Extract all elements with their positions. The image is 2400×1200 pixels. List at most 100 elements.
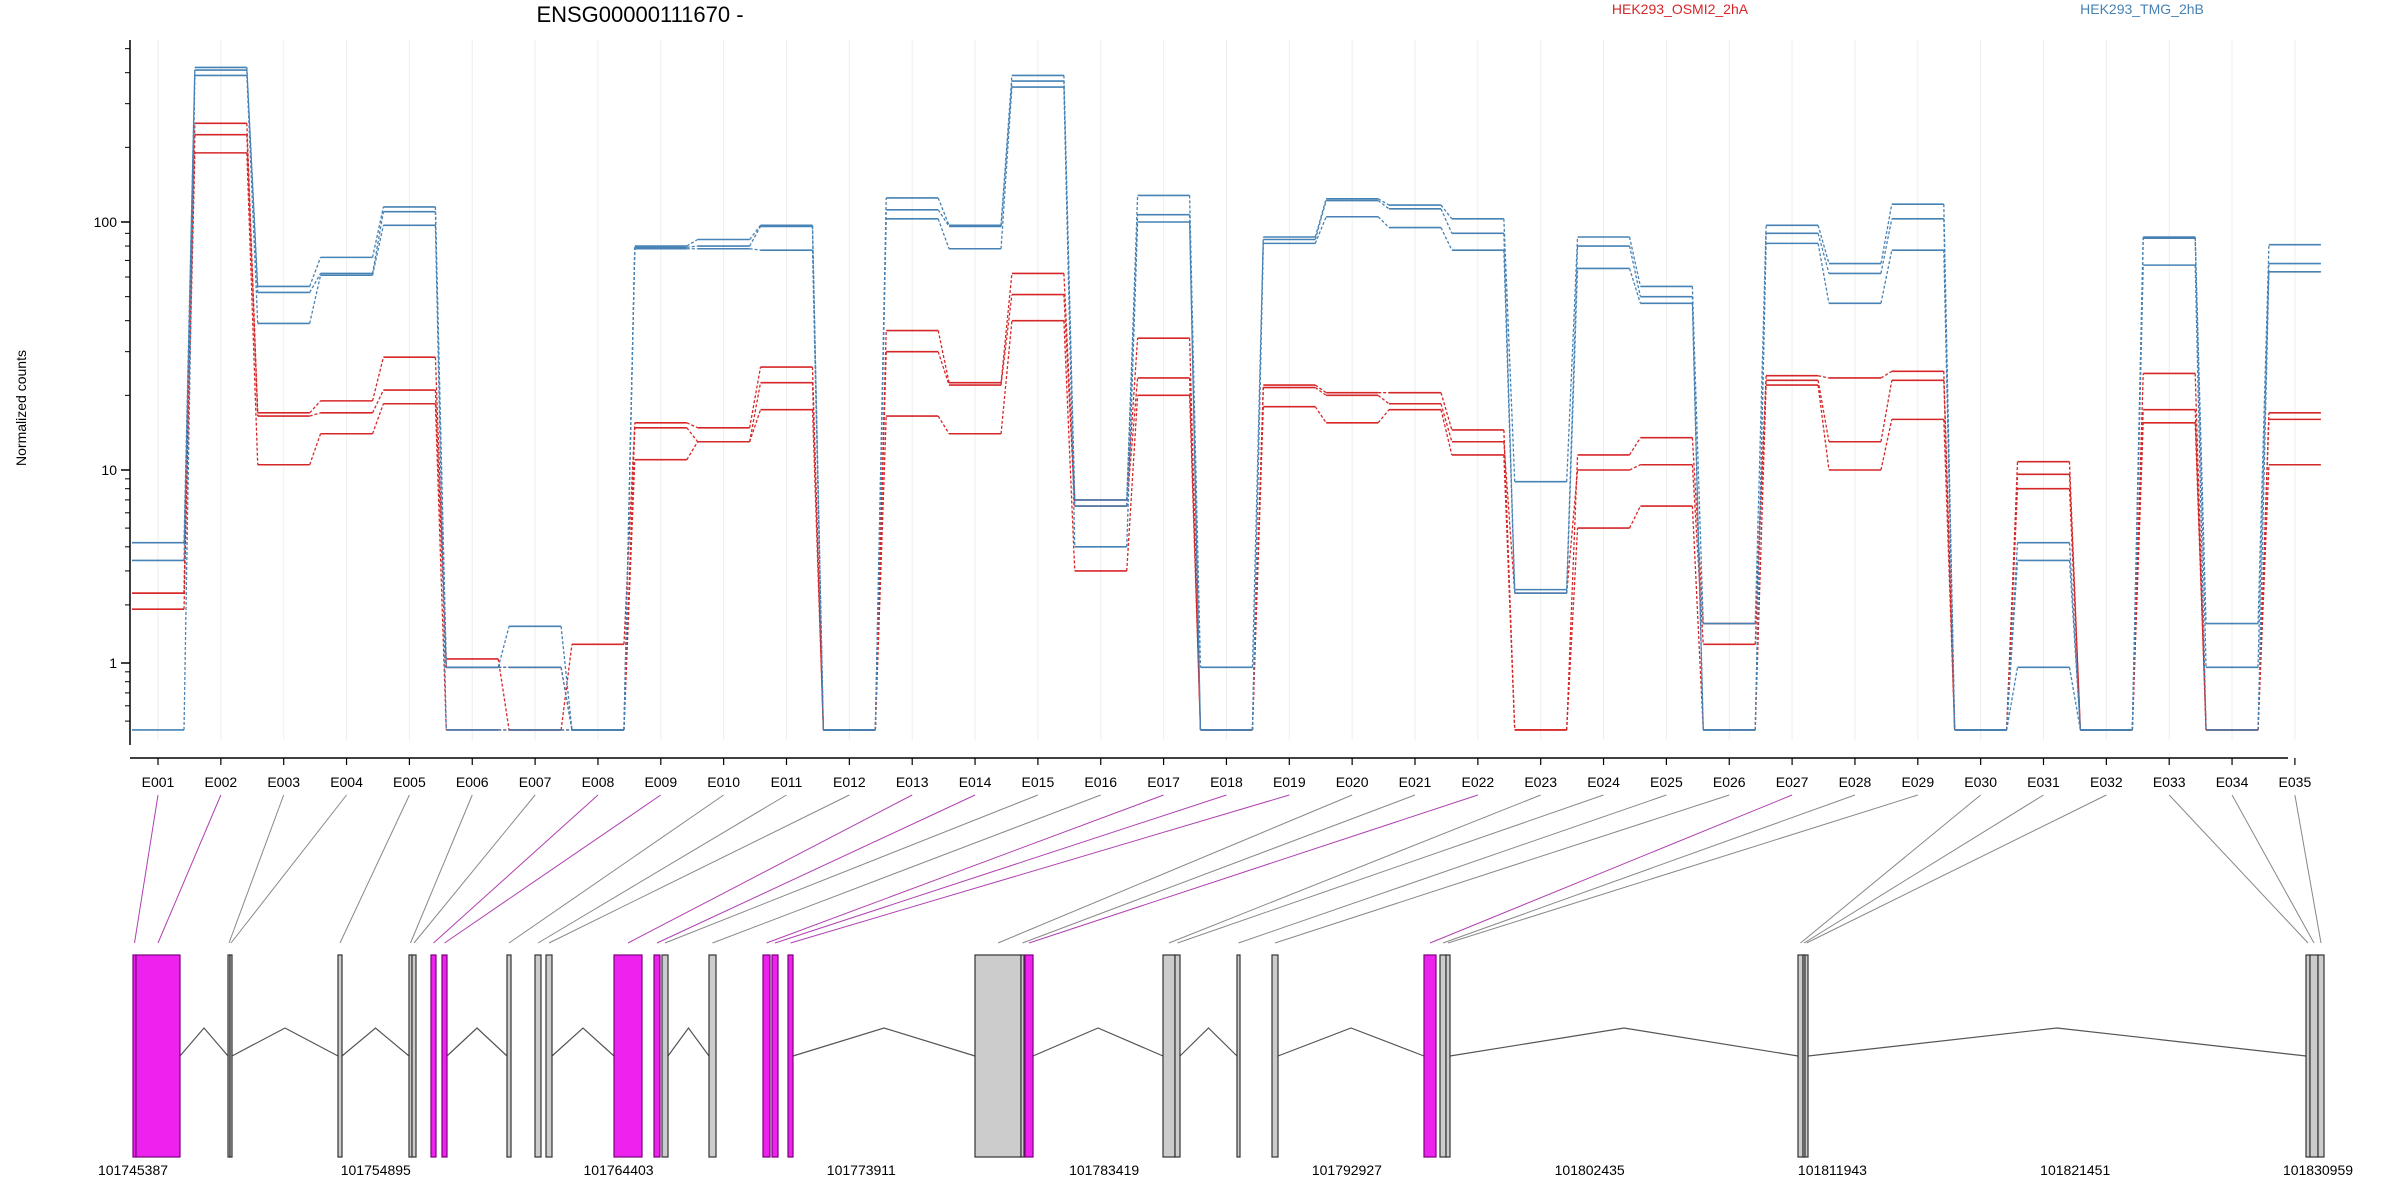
series-connector [246, 152, 259, 465]
series-connector [1440, 403, 1453, 442]
exon-connector [134, 794, 159, 944]
series-connector [2068, 542, 2081, 730]
exon-connector [774, 794, 1227, 944]
intron-line [341, 1027, 410, 1057]
series-connector [1000, 81, 1013, 227]
series-connector [2131, 265, 2144, 730]
exon-E004 [229, 954, 233, 1158]
series-connector [2006, 560, 2019, 730]
series-connector [1188, 377, 1202, 730]
x-tick-label: E034 [2216, 774, 2249, 790]
coordinate-tick-label: 101830959 [2283, 1162, 2353, 1178]
y-tick-label: 100 [94, 214, 118, 230]
legend-label-series-1: HEK293_OSMI2_2hA [1612, 1, 1749, 17]
connector-lines [134, 794, 2322, 944]
exon-E012 [545, 954, 553, 1158]
series-connector [874, 351, 887, 730]
series-connector [937, 218, 950, 249]
series-connector [1000, 320, 1013, 434]
exon-E024 [1174, 954, 1181, 1158]
chart-title: ENSG00000111670 - [536, 2, 743, 27]
legend-label-series-4: HEK293_TMG_2hB [2080, 1, 2204, 17]
series-connector [1566, 469, 1579, 594]
series-connector [1880, 380, 1893, 442]
series-connector [1817, 384, 1830, 471]
series-connector [497, 626, 510, 668]
series-connector [371, 389, 384, 414]
series-connector [1126, 214, 1139, 507]
x-tick-label: E010 [707, 774, 740, 790]
series-connector [2257, 263, 2270, 668]
series-connector [371, 211, 385, 274]
exon-connector [157, 794, 222, 944]
x-tick-label: E003 [267, 774, 300, 790]
series-connector [1377, 200, 1390, 210]
x-tick-label: E002 [204, 774, 237, 790]
series-connector [874, 416, 887, 730]
series-connector [1691, 506, 1704, 730]
series-connector [1503, 441, 1516, 594]
series-connector [1628, 505, 1641, 529]
series-connector [1314, 200, 1327, 240]
series-connector [623, 459, 636, 730]
series-connector [937, 351, 950, 386]
intron-line [1807, 1027, 2307, 1057]
series-connector [623, 422, 636, 645]
series-connector [874, 218, 887, 730]
x-tick-label: E016 [1084, 774, 1117, 790]
exon-E033 [2305, 954, 2311, 1158]
x-axis: E001 E002 E003 E004 E005 E006 E007 E008 E009 E010… [130, 757, 2311, 790]
series-connector [1377, 198, 1390, 206]
exon-connector [433, 794, 599, 944]
exon-E019 [787, 954, 794, 1158]
series-connector [749, 366, 762, 428]
intron-line [231, 1027, 339, 1057]
exon-connector [508, 794, 724, 944]
series-connector [1063, 320, 1076, 571]
exon-connector [1028, 794, 1479, 944]
exon-connector [1806, 794, 2107, 944]
x-tick-label: E022 [1461, 774, 1494, 790]
series-connector [309, 273, 322, 293]
series-connector [1566, 268, 1579, 594]
series-connector [309, 400, 322, 414]
series-connector [1880, 204, 1893, 264]
series-connector [1126, 221, 1139, 547]
exon-connector [1803, 794, 2044, 944]
series-connector [1063, 294, 1076, 507]
series-connector [371, 357, 385, 402]
plot-series [132, 66, 2321, 731]
series-connector [1628, 437, 1641, 456]
exon-connector [339, 794, 410, 944]
series-connector [1063, 273, 1076, 500]
series-connector [2068, 474, 2081, 730]
coordinate-tick-label: 101764403 [584, 1162, 654, 1178]
exon-connector [1442, 794, 1856, 944]
series-connector [874, 330, 887, 730]
x-tick-label: E007 [519, 774, 552, 790]
x-tick-label: E028 [1839, 774, 1872, 790]
exon-connector [410, 794, 473, 944]
exon-E025 [1236, 954, 1241, 1158]
exon-connector [413, 794, 536, 944]
exon-E018 [771, 954, 779, 1158]
series-connector [246, 75, 259, 324]
exon-E021 [1020, 954, 1025, 1158]
series-connector [371, 403, 385, 434]
series-connector [1314, 384, 1327, 394]
series-connector [2068, 560, 2081, 730]
series-connector [1817, 233, 1830, 274]
exon-connector [790, 794, 1290, 944]
series-connector [1817, 243, 1830, 304]
exon-connector [656, 794, 976, 944]
exon-connector [2231, 794, 2315, 944]
series-connector [1754, 243, 1767, 730]
series-connector [1188, 395, 1202, 730]
series-connector [1063, 87, 1076, 547]
exon-connector [997, 794, 1353, 944]
coordinate-tick-label: 101802435 [1555, 1162, 1625, 1178]
series-connector [1503, 218, 1516, 482]
series-connector [1251, 243, 1264, 730]
series-connector [1880, 218, 1893, 274]
